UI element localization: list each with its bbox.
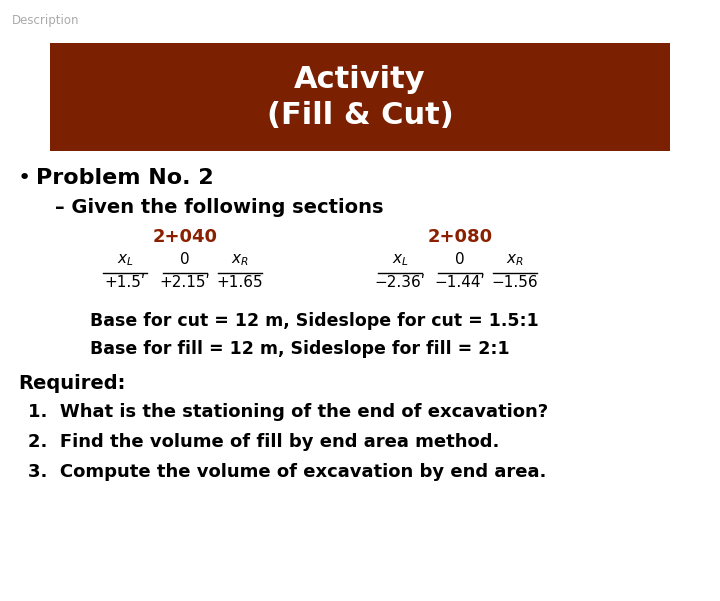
Text: $x_L$: $x_L$ [392, 252, 408, 267]
Text: 0: 0 [455, 252, 465, 267]
Text: – Given the following sections: – Given the following sections [55, 198, 384, 217]
Text: Activity: Activity [294, 65, 426, 94]
Text: 2+040: 2+040 [153, 228, 217, 246]
Text: +2.15ʹ: +2.15ʹ [160, 275, 210, 290]
Text: 2+080: 2+080 [428, 228, 492, 246]
Text: $x_L$: $x_L$ [117, 252, 133, 267]
Text: −1.56: −1.56 [492, 275, 539, 290]
Text: Description: Description [12, 14, 79, 27]
Text: +1.5ʹ: +1.5ʹ [104, 275, 145, 290]
Text: −2.36ʹ: −2.36ʹ [374, 275, 426, 290]
Text: $x_R$: $x_R$ [231, 252, 249, 267]
Text: Required:: Required: [18, 374, 125, 393]
Text: +1.65: +1.65 [217, 275, 264, 290]
Text: Base for cut = 12 m, Sideslope for cut = 1.5:1: Base for cut = 12 m, Sideslope for cut =… [90, 312, 539, 330]
Text: (Fill & Cut): (Fill & Cut) [266, 101, 454, 130]
Text: 0: 0 [180, 252, 190, 267]
FancyBboxPatch shape [50, 43, 670, 151]
Text: Problem No. 2: Problem No. 2 [36, 168, 214, 188]
Text: Base for fill = 12 m, Sideslope for fill = 2:1: Base for fill = 12 m, Sideslope for fill… [90, 340, 510, 358]
Text: $x_R$: $x_R$ [506, 252, 524, 267]
Text: 2.  Find the volume of fill by end area method.: 2. Find the volume of fill by end area m… [28, 433, 500, 451]
Text: −1.44ʹ: −1.44ʹ [435, 275, 485, 290]
Text: •: • [18, 168, 31, 188]
Text: 1.  What is the stationing of the end of excavation?: 1. What is the stationing of the end of … [28, 403, 548, 421]
Text: 3.  Compute the volume of excavation by end area.: 3. Compute the volume of excavation by e… [28, 463, 546, 481]
